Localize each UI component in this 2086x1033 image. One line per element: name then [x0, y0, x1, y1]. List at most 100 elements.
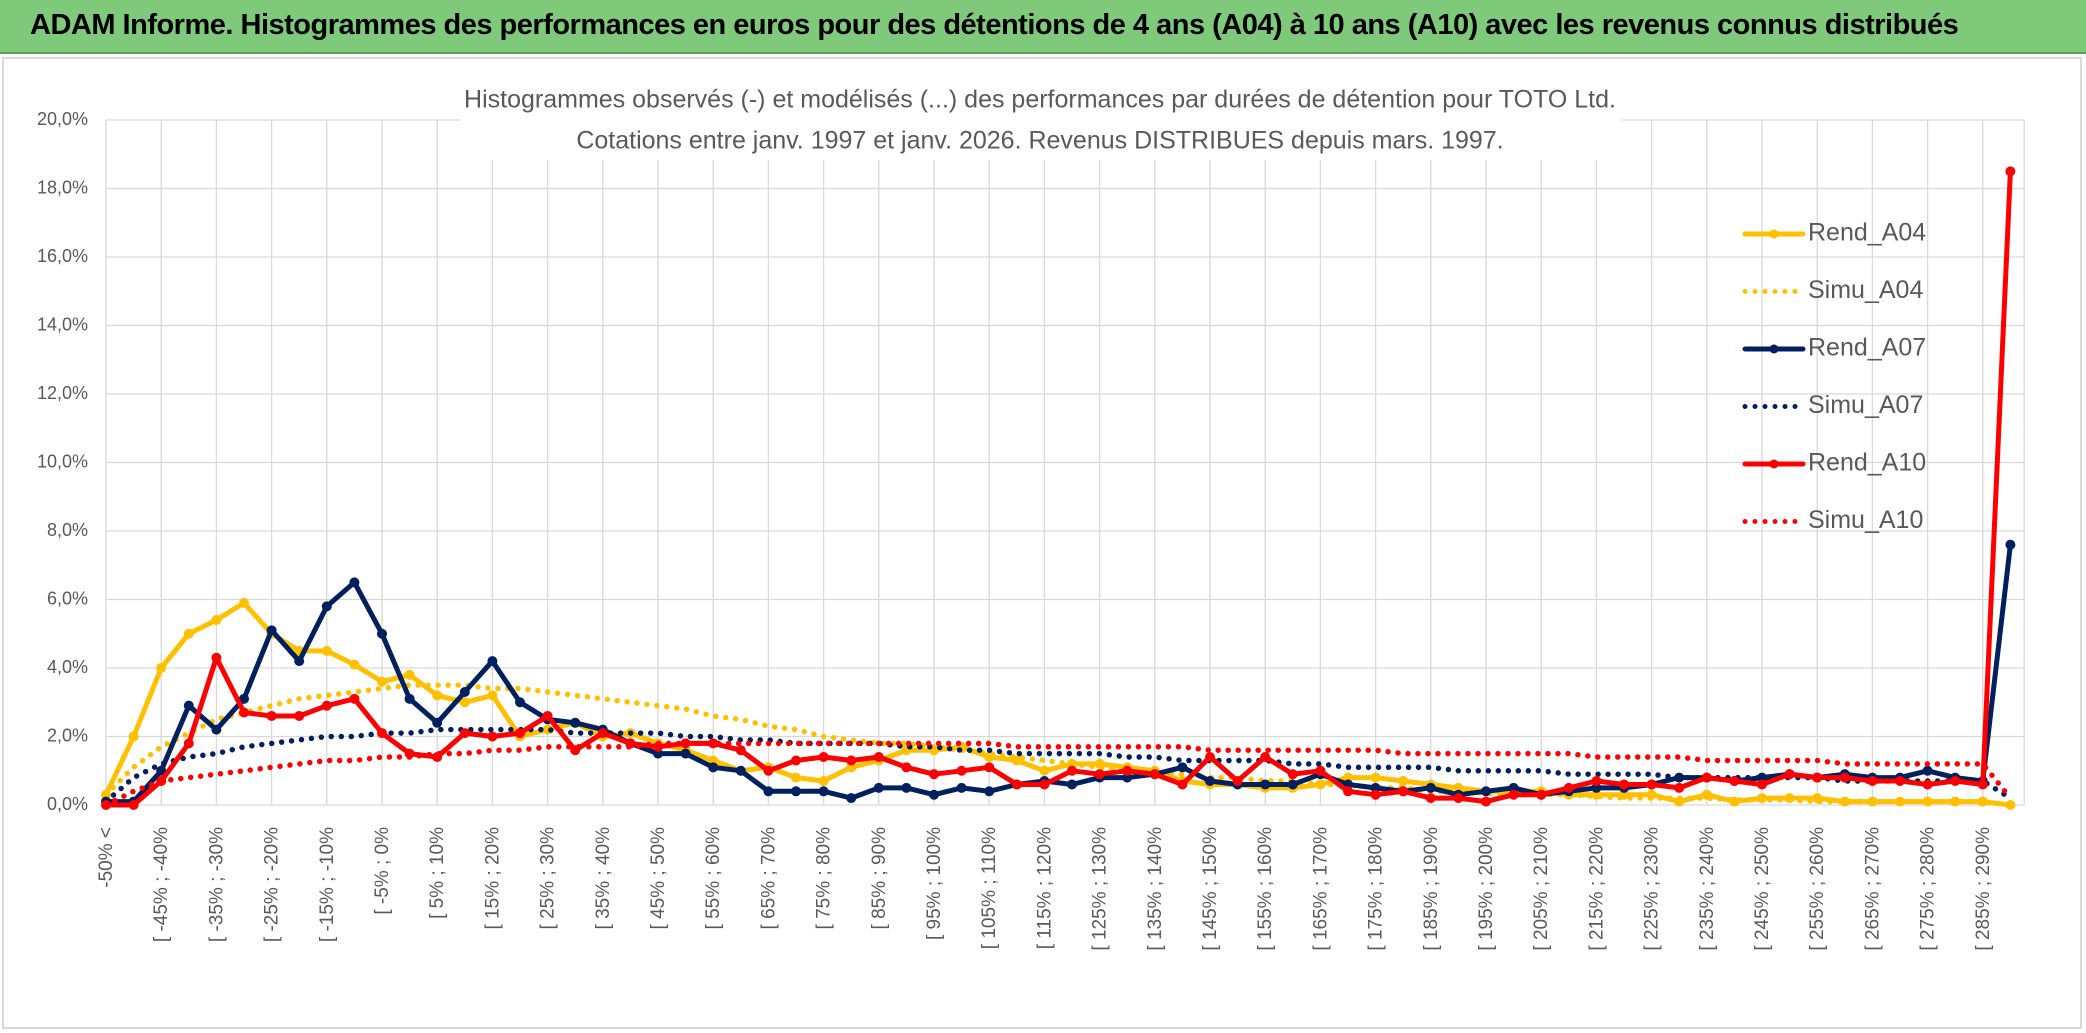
x-tick-label: [ 175% ; 180%	[1366, 827, 1387, 951]
point-marker	[1646, 779, 1657, 790]
point-marker	[183, 700, 194, 711]
legend-label: Simu_A07	[1808, 391, 1923, 419]
point-marker	[1922, 779, 1933, 790]
point-marker	[349, 577, 360, 588]
point-marker	[2005, 539, 2016, 550]
y-tick-label: 16,0%	[37, 246, 88, 266]
point-marker	[1536, 789, 1547, 800]
x-tick-label: [ -15% ; -10%	[317, 827, 338, 942]
point-marker	[763, 765, 774, 776]
point-marker	[377, 628, 387, 639]
point-marker	[929, 769, 939, 780]
point-marker	[1205, 776, 1215, 787]
y-tick-label: 18,0%	[37, 177, 88, 197]
legend-label: Simu_A10	[1808, 506, 1923, 534]
point-marker	[377, 728, 387, 739]
point-marker	[1453, 793, 1464, 804]
point-marker	[487, 656, 498, 667]
point-marker	[432, 717, 443, 728]
x-tick-label: [ 115% ; 120%	[1034, 827, 1055, 949]
point-marker	[1757, 779, 1767, 790]
point-marker	[1784, 769, 1795, 780]
x-tick-label: [ 265% ; 270%	[1862, 827, 1883, 951]
point-marker	[211, 652, 222, 663]
x-tick-label: [ 245% ; 250%	[1752, 827, 1773, 951]
y-tick-label: 20,0%	[37, 109, 88, 129]
point-marker	[1370, 789, 1381, 800]
point-marker	[128, 731, 139, 742]
y-tick-label: 14,0%	[37, 314, 88, 334]
point-marker	[349, 693, 360, 704]
point-marker	[404, 693, 415, 704]
x-tick-label: [ -25% ; -20%	[262, 827, 283, 942]
x-tick-label: -50% <	[96, 827, 117, 888]
x-tick-label: [ 55% ; 60%	[703, 827, 724, 930]
x-tick-label: [ 5% ; 10%	[427, 827, 448, 919]
x-tick-label: [ 75% ; 80%	[814, 827, 835, 930]
x-tick-label: [ 195% ; 200%	[1476, 827, 1497, 951]
point-marker	[1398, 786, 1409, 797]
point-marker	[321, 601, 332, 612]
chart-frame	[2, 57, 2082, 1029]
title-background	[460, 78, 1622, 160]
point-marker	[1067, 779, 1077, 790]
point-marker	[2005, 166, 2016, 177]
point-marker	[735, 745, 746, 756]
point-marker	[459, 728, 470, 739]
point-marker	[294, 710, 305, 721]
point-marker	[1425, 782, 1436, 793]
point-marker	[432, 690, 443, 701]
point-marker	[818, 786, 829, 797]
x-tick-label: [ 145% ; 150%	[1200, 827, 1221, 951]
point-marker	[1177, 762, 1188, 773]
legend-label: Rend_A04	[1808, 219, 1926, 247]
point-marker	[791, 772, 801, 783]
point-marker	[1674, 782, 1685, 793]
point-marker	[1287, 769, 1298, 780]
chart-title: Histogrammes observés (-) et modélisés (…	[464, 86, 1616, 114]
point-marker	[1701, 772, 1712, 783]
point-marker	[846, 793, 857, 804]
point-marker	[1011, 779, 1022, 790]
series-line	[103, 542, 2013, 805]
x-tick-label: [ 165% ; 170%	[1310, 827, 1331, 951]
point-marker	[487, 731, 498, 742]
point-marker	[1149, 769, 1160, 780]
point-marker	[1425, 793, 1436, 804]
point-marker	[349, 659, 360, 670]
point-marker	[1481, 786, 1491, 797]
x-tick-label: [ 235% ; 240%	[1697, 827, 1718, 951]
legend-marker	[1769, 459, 1779, 469]
point-marker	[818, 752, 829, 763]
point-marker	[239, 707, 249, 718]
point-marker	[901, 782, 912, 793]
point-marker	[873, 782, 884, 793]
point-marker	[128, 800, 139, 810]
x-tick-label: [ 275% ; 280%	[1918, 827, 1939, 951]
x-tick-label: [ 95% ; 100%	[924, 827, 945, 940]
point-marker	[515, 728, 525, 739]
point-marker	[929, 789, 939, 800]
point-marker	[266, 710, 277, 721]
point-marker	[1839, 772, 1850, 783]
x-tick-label: [ 105% ; 110%	[979, 827, 1000, 949]
point-marker	[1039, 765, 1050, 776]
point-marker	[791, 786, 801, 797]
legend-label: Rend_A07	[1808, 334, 1926, 362]
chart-subtitle: Cotations entre janv. 1997 et janv. 2026…	[576, 127, 1503, 155]
x-tick-label: [ 15% ; 20%	[482, 827, 503, 930]
y-tick-label: 10,0%	[37, 451, 88, 471]
y-tick-label: 0,0%	[47, 794, 88, 814]
point-marker	[1260, 779, 1271, 790]
point-marker	[542, 710, 553, 721]
point-marker	[1922, 765, 1933, 776]
point-marker	[1067, 765, 1077, 776]
x-tick-label: [ -5% ; 0%	[372, 827, 393, 915]
point-marker	[1977, 779, 1988, 790]
point-marker	[1370, 772, 1381, 783]
x-tick-label: [ 155% ; 160%	[1255, 827, 1276, 951]
point-marker	[901, 762, 912, 773]
x-tick-label: [ 215% ; 220%	[1586, 827, 1607, 951]
x-tick-label: [ -45% ; -40%	[151, 827, 172, 942]
y-tick-label: 12,0%	[37, 383, 88, 403]
